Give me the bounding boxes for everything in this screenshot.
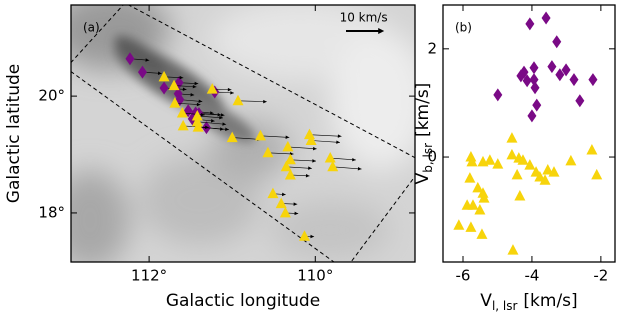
diamond-marker [569, 73, 578, 86]
triangle-marker [512, 169, 523, 180]
diamond-marker [588, 73, 597, 86]
triangle-marker [464, 172, 475, 183]
dust-map [50, 0, 430, 270]
y-axis-label: Vb, lsr [km/s] [413, 83, 435, 185]
axes-frame [443, 5, 615, 262]
diamond-marker [529, 61, 538, 74]
triangle-marker [586, 144, 597, 155]
diamond-marker [552, 35, 561, 48]
y-axis-label: Galactic latitude [4, 64, 24, 203]
triangle-marker [484, 154, 495, 165]
triangle-marker [506, 132, 517, 143]
x-tick-label: 110° [297, 267, 333, 285]
triangle-marker [453, 219, 464, 230]
y-axis-label-sub: b, lsr [421, 143, 435, 173]
triangle-marker [506, 149, 517, 160]
figure: 112° 110° 18° 20° (a) Galactic longitude Galac… [0, 0, 641, 320]
x-axis-label-unit: [km/s] [523, 291, 577, 311]
x-axis-label: Galactic longitude [166, 291, 320, 311]
panel-label: (b) [455, 21, 472, 35]
diamond-marker [532, 99, 541, 112]
triangle-marker [465, 221, 476, 232]
y-tick-label: 20° [38, 87, 65, 105]
diamond-marker [575, 94, 584, 107]
diamond-marker [525, 17, 534, 30]
x-tick-label: -2 [593, 267, 608, 285]
y-axis-label-main: V [413, 172, 433, 184]
diamond-marker [527, 109, 536, 122]
x-tick-label: -4 [524, 267, 539, 285]
diamond-marker [542, 11, 551, 24]
scale-label: 10 km/s [340, 11, 388, 25]
diamond-marker [531, 81, 540, 94]
panel-label: (a) [83, 21, 100, 35]
diamond-marker [493, 88, 502, 101]
x-axis-label-sub: l, lsr [492, 299, 518, 313]
x-tick-label: 112° [131, 267, 167, 285]
triangle-marker [476, 228, 487, 239]
y-axis-label-unit: [km/s] [413, 83, 433, 137]
diamond-marker [547, 60, 556, 73]
x-axis-label: Vl, lsr [km/s] [480, 291, 577, 313]
x-axis-label-main: V [480, 291, 492, 311]
triangle-marker [514, 190, 525, 201]
plot-area [453, 11, 602, 254]
triangle-marker [565, 155, 576, 166]
x-tick-label: -6 [456, 267, 471, 285]
triangle-marker [507, 244, 518, 255]
y-tick-label: 2 [427, 39, 437, 57]
triangle-marker [591, 169, 602, 180]
y-tick-label: 18° [38, 203, 65, 221]
